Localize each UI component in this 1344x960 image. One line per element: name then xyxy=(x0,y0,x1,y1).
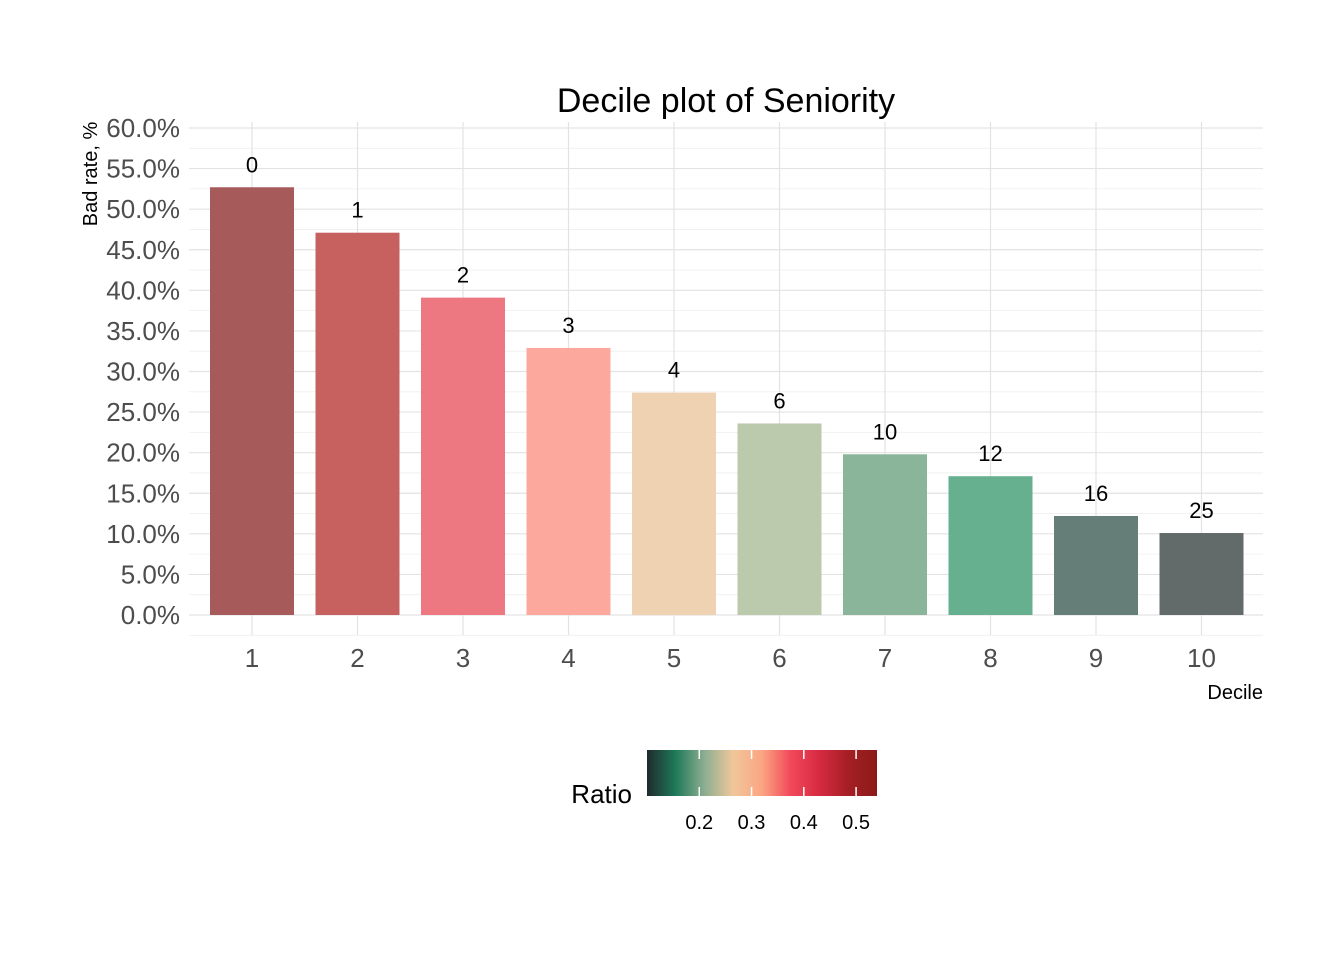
bar-value-label: 12 xyxy=(978,441,1002,466)
bar-decile-2 xyxy=(315,232,400,615)
chart-title: Decile plot of Seniority xyxy=(557,82,895,120)
bar-decile-7 xyxy=(843,454,927,615)
legend-title: Ratio xyxy=(571,779,632,809)
x-tick-label: 4 xyxy=(561,643,575,673)
bar-decile-1 xyxy=(210,187,294,616)
legend-tick-label: 0.5 xyxy=(842,812,870,834)
y-tick-label: 15.0% xyxy=(106,478,180,508)
y-tick-label: 45.0% xyxy=(106,235,180,265)
bar-value-label: 4 xyxy=(668,358,680,383)
y-tick-label: 25.0% xyxy=(106,397,180,427)
legend-ticks: 0.2 0.3 0.4 0.5 xyxy=(685,750,870,834)
legend-tick-label: 0.4 xyxy=(790,812,818,834)
x-tick-label: 9 xyxy=(1089,643,1103,673)
y-tick-label: 50.0% xyxy=(106,194,180,224)
x-tick-label: 10 xyxy=(1187,643,1216,673)
bar-value-label: 0 xyxy=(246,152,258,177)
x-tick-label: 5 xyxy=(667,643,681,673)
y-axis-label: Bad rate, % xyxy=(80,122,102,227)
y-tick-label: 30.0% xyxy=(106,357,180,387)
bar-decile-10 xyxy=(1159,533,1244,615)
y-tick-label: 40.0% xyxy=(106,275,180,305)
y-tick-label: 60.0% xyxy=(106,113,180,143)
y-tick-label: 55.0% xyxy=(106,154,180,184)
y-tick-label: 0.0% xyxy=(121,600,180,630)
bar-value-label: 6 xyxy=(773,388,785,413)
x-tick-label: 3 xyxy=(456,643,470,673)
legend-tick-label: 0.3 xyxy=(738,812,766,834)
y-tick-label: 35.0% xyxy=(106,316,180,346)
x-axis-ticks: 1 2 3 4 5 6 7 8 9 10 xyxy=(245,643,1216,673)
x-tick-label: 8 xyxy=(983,643,997,673)
x-tick-label: 6 xyxy=(772,643,786,673)
y-tick-label: 5.0% xyxy=(121,559,180,589)
x-tick-label: 7 xyxy=(878,643,892,673)
bar-decile-6 xyxy=(737,423,822,615)
y-axis-ticks: 0.0% 5.0% 10.0% 15.0% 20.0% 25.0% 30.0% 35.0% 40… xyxy=(106,113,180,630)
bar-decile-4 xyxy=(526,347,611,615)
x-tick-label: 1 xyxy=(245,643,259,673)
x-axis-label: Decile xyxy=(1207,682,1263,704)
bar-decile-9 xyxy=(1054,515,1138,615)
bar-value-label: 10 xyxy=(873,419,897,444)
bar-value-label: 3 xyxy=(562,313,574,338)
bar-value-label: 1 xyxy=(351,198,363,223)
bars xyxy=(210,187,1244,616)
bar-value-label: 16 xyxy=(1084,481,1108,506)
legend-colorbar xyxy=(647,750,877,796)
x-tick-label: 2 xyxy=(350,643,364,673)
ratio-legend: Ratio 0.2 0.3 0.4 0.5 xyxy=(571,750,877,834)
bar-decile-5 xyxy=(632,392,716,615)
y-tick-label: 10.0% xyxy=(106,519,180,549)
bar-value-label: 25 xyxy=(1189,498,1213,523)
legend-tick-label: 0.2 xyxy=(685,812,713,834)
bar-decile-3 xyxy=(421,297,505,615)
bar-value-label: 2 xyxy=(457,263,469,288)
y-tick-label: 20.0% xyxy=(106,438,180,468)
bar-decile-8 xyxy=(948,476,1033,615)
